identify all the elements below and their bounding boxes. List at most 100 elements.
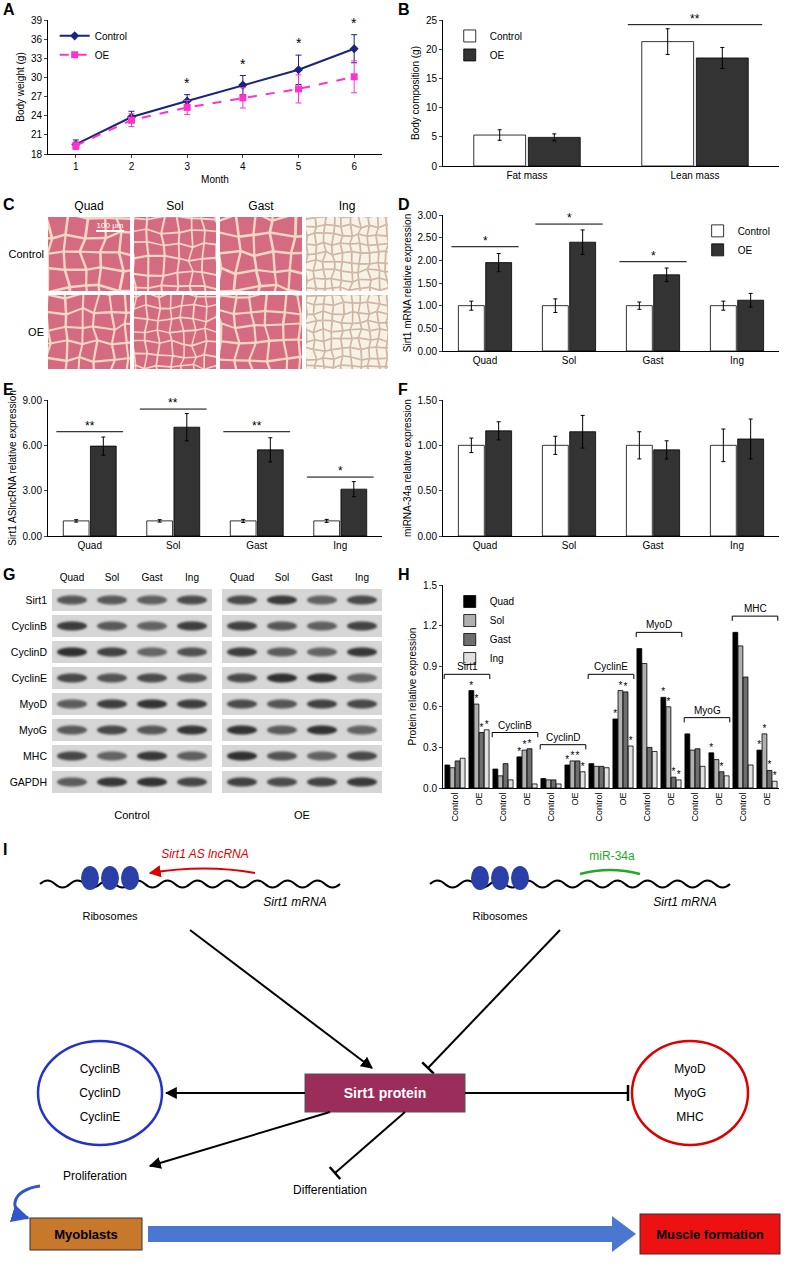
- svg-text:MyoG: MyoG: [674, 1086, 706, 1100]
- svg-text:Sirt1 mRNA: Sirt1 mRNA: [263, 895, 326, 909]
- svg-text:Sol: Sol: [166, 199, 183, 213]
- svg-text:Ing: Ing: [333, 540, 347, 551]
- svg-text:*: *: [651, 249, 656, 263]
- svg-text:*: *: [581, 761, 585, 772]
- svg-text:Quad: Quad: [473, 355, 497, 366]
- svg-text:33: 33: [31, 53, 43, 64]
- svg-text:0: 0: [431, 161, 437, 172]
- svg-text:Quad: Quad: [78, 540, 102, 551]
- svg-text:10: 10: [426, 102, 438, 113]
- svg-text:5: 5: [431, 131, 437, 142]
- svg-text:**: **: [168, 396, 178, 410]
- svg-text:*: *: [629, 735, 633, 746]
- svg-text:OE: OE: [490, 50, 505, 61]
- svg-text:MyoD: MyoD: [20, 698, 48, 710]
- svg-text:1.50: 1.50: [418, 278, 438, 289]
- svg-text:CyclinE: CyclinE: [11, 672, 47, 684]
- svg-text:Sirt1 protein: Sirt1 protein: [344, 1085, 426, 1101]
- svg-text:1.00: 1.00: [418, 440, 438, 451]
- svg-text:0.3: 0.3: [423, 742, 437, 753]
- svg-text:Gast: Gast: [642, 540, 663, 551]
- svg-text:OE: OE: [762, 793, 772, 806]
- svg-text:**: **: [690, 12, 700, 26]
- svg-text:1.00: 1.00: [418, 300, 438, 311]
- svg-text:Quad: Quad: [490, 596, 514, 607]
- svg-text:Control: Control: [114, 809, 149, 821]
- svg-text:20: 20: [426, 44, 438, 55]
- svg-text:MyoD: MyoD: [646, 619, 672, 630]
- svg-text:Body composition (g): Body composition (g): [410, 46, 421, 140]
- svg-text:3: 3: [184, 161, 190, 172]
- svg-text:MyoD: MyoD: [674, 1062, 706, 1076]
- svg-text:2.50: 2.50: [418, 232, 438, 243]
- svg-text:25: 25: [426, 15, 438, 26]
- svg-text:0.50: 0.50: [418, 323, 438, 334]
- svg-text:*: *: [709, 742, 713, 753]
- svg-text:MyoG: MyoG: [694, 705, 721, 716]
- svg-text:Sol: Sol: [275, 572, 289, 583]
- svg-text:CyclinD: CyclinD: [546, 732, 580, 743]
- svg-text:CyclinD: CyclinD: [79, 1086, 121, 1100]
- svg-text:0.6: 0.6: [423, 701, 437, 712]
- svg-text:Ribosomes: Ribosomes: [82, 910, 138, 922]
- svg-text:Sirt1 ASlncRNA relative expres: Sirt1 ASlncRNA relative expression: [7, 390, 18, 546]
- svg-text:1.5: 1.5: [423, 580, 437, 591]
- svg-text:OE: OE: [666, 793, 676, 806]
- svg-text:*: *: [768, 759, 772, 770]
- svg-text:30: 30: [31, 72, 43, 83]
- svg-text:*: *: [613, 708, 617, 719]
- svg-text:Quad: Quad: [74, 199, 103, 213]
- svg-text:1.50: 1.50: [418, 395, 438, 406]
- svg-text:0.50: 0.50: [418, 485, 438, 496]
- svg-text:Myoblasts: Myoblasts: [54, 1227, 118, 1242]
- svg-text:OE: OE: [522, 793, 532, 806]
- svg-text:*: *: [567, 211, 572, 225]
- svg-text:OE: OE: [738, 245, 753, 256]
- svg-text:Sirt1: Sirt1: [457, 661, 478, 672]
- svg-text:*: *: [624, 681, 628, 692]
- svg-text:*: *: [677, 769, 681, 780]
- svg-text:21: 21: [31, 129, 43, 140]
- svg-text:Sirt1: Sirt1: [25, 594, 47, 606]
- svg-text:1: 1: [73, 161, 79, 172]
- svg-text:MyoG: MyoG: [19, 724, 47, 736]
- svg-text:*: *: [762, 723, 766, 734]
- svg-text:Sirt1 mRNA: Sirt1 mRNA: [653, 895, 716, 909]
- svg-text:*: *: [618, 680, 622, 691]
- svg-text:100 μm: 100 μm: [97, 221, 124, 230]
- svg-text:0.9: 0.9: [423, 661, 437, 672]
- svg-text:0.00: 0.00: [418, 346, 438, 357]
- svg-text:Proliferation: Proliferation: [63, 1169, 127, 1183]
- svg-text:0.00: 0.00: [23, 531, 43, 542]
- svg-text:CyclinE: CyclinE: [80, 1110, 121, 1124]
- svg-text:4: 4: [240, 161, 246, 172]
- svg-text:OE: OE: [570, 793, 580, 806]
- svg-text:CyclinB: CyclinB: [11, 620, 47, 632]
- svg-text:*: *: [296, 35, 302, 51]
- svg-text:2.00: 2.00: [418, 255, 438, 266]
- svg-text:Sol: Sol: [562, 355, 576, 366]
- svg-text:Fat mass: Fat mass: [506, 170, 547, 181]
- svg-text:9.00: 9.00: [23, 395, 43, 406]
- svg-text:*: *: [661, 686, 665, 697]
- svg-text:Protein relative expression: Protein relative expression: [407, 628, 418, 746]
- svg-text:*: *: [528, 738, 532, 749]
- svg-text:*: *: [773, 770, 777, 781]
- svg-text:Muscle formation: Muscle formation: [656, 1227, 764, 1242]
- svg-text:36: 36: [31, 34, 43, 45]
- svg-text:GAPDH: GAPDH: [10, 776, 47, 788]
- svg-text:*: *: [338, 464, 343, 478]
- svg-text:*: *: [483, 234, 488, 248]
- svg-text:MHC: MHC: [676, 1110, 704, 1124]
- svg-text:Body weight (g): Body weight (g): [15, 52, 26, 121]
- svg-text:OE: OE: [618, 793, 628, 806]
- svg-text:*: *: [666, 696, 670, 707]
- svg-text:Ing: Ing: [730, 540, 744, 551]
- svg-text:*: *: [240, 56, 246, 72]
- svg-text:*: *: [672, 766, 676, 777]
- svg-text:Gast: Gast: [141, 572, 162, 583]
- svg-text:24: 24: [31, 110, 43, 121]
- svg-text:Sol: Sol: [562, 540, 576, 551]
- svg-text:*: *: [720, 761, 724, 772]
- svg-text:OE: OE: [95, 50, 110, 61]
